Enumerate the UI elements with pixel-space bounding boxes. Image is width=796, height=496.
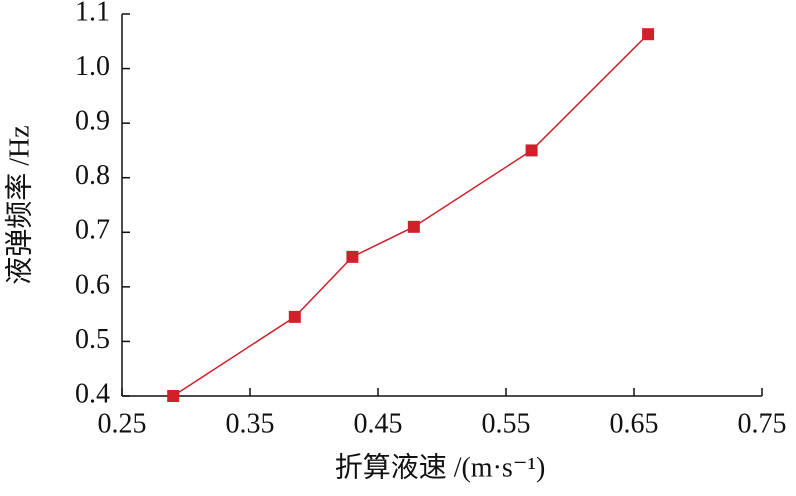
- data-point: [346, 250, 359, 263]
- x-tick-label: 0.55: [482, 408, 531, 439]
- y-tick-label: 1.1: [75, 0, 110, 27]
- x-tick-label: 0.45: [354, 408, 403, 439]
- data-point: [407, 220, 420, 233]
- y-tick-label: 0.5: [75, 324, 110, 355]
- y-tick-label: 0.4: [75, 378, 110, 409]
- y-tick-label: 0.7: [75, 215, 110, 246]
- x-tick-label: 0.65: [610, 408, 659, 439]
- data-point: [288, 310, 301, 323]
- data-point: [642, 28, 655, 41]
- y-tick-label: 0.6: [75, 269, 110, 300]
- y-tick-label: 0.9: [75, 106, 110, 137]
- y-axis-label: 液弹频率 /Hz: [3, 125, 35, 284]
- data-point: [525, 144, 538, 157]
- x-axis-label: 折算液速 /(m·s⁻¹): [335, 451, 546, 483]
- x-tick-label: 0.25: [98, 408, 147, 439]
- x-tick-label: 0.75: [738, 408, 787, 439]
- y-tick-label: 1.0: [75, 51, 110, 82]
- data-point: [167, 390, 180, 402]
- y-tick-label: 0.8: [75, 160, 110, 191]
- data-line: [172, 33, 649, 397]
- x-tick-label: 0.35: [226, 408, 275, 439]
